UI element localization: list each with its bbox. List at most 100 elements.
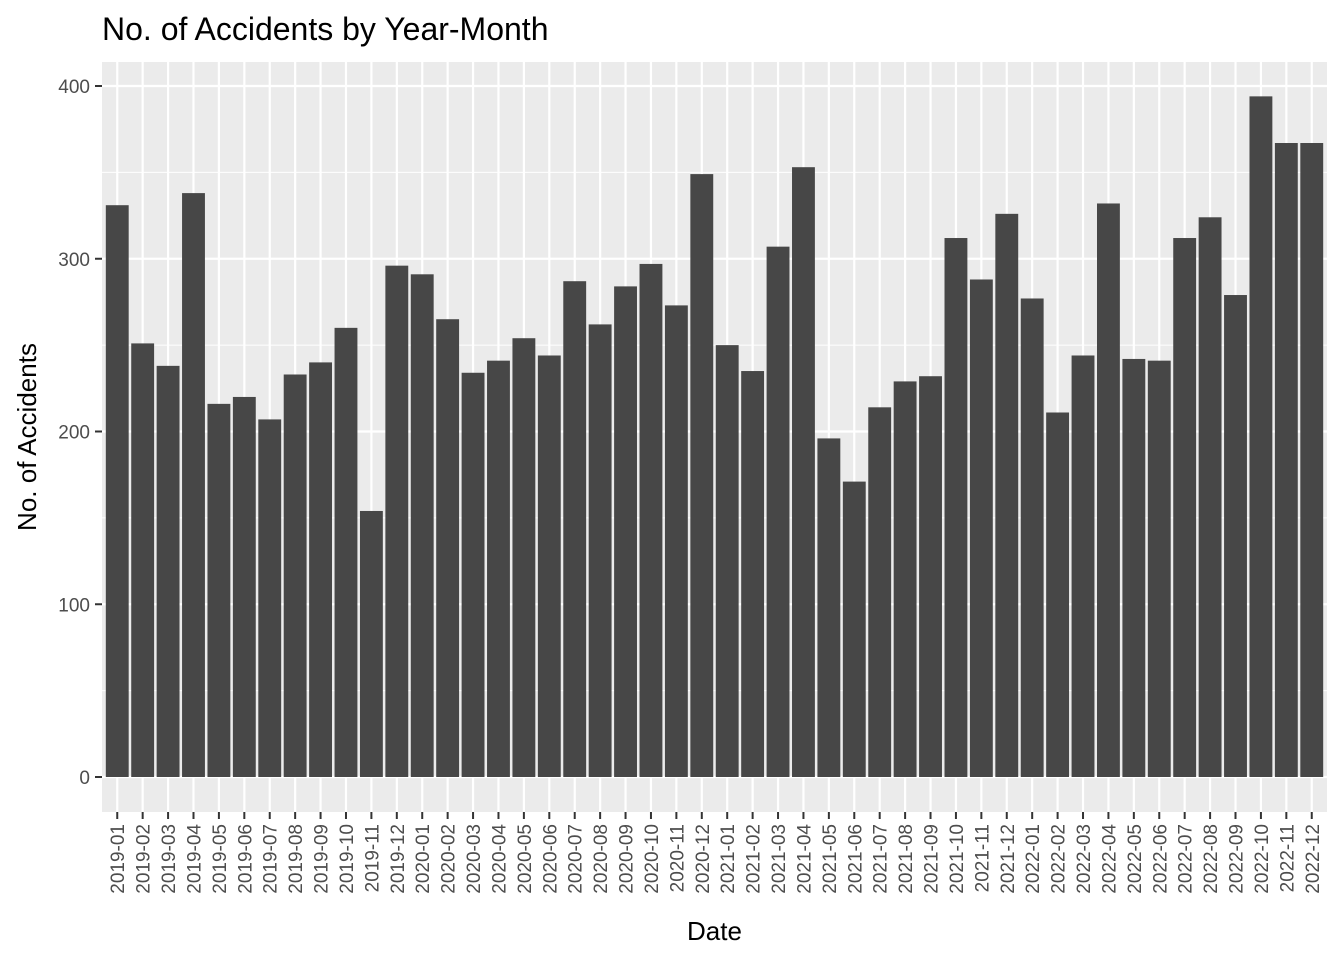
bar-2021-06 — [842, 481, 866, 777]
bar-2019-01 — [105, 205, 129, 777]
bar-2020-06 — [537, 355, 561, 777]
x-tick-label: 2021-01 — [718, 824, 739, 894]
x-tick-label: 2021-06 — [845, 824, 866, 894]
bar-2021-05 — [817, 438, 841, 777]
bar-2020-01 — [410, 274, 434, 777]
bar-2021-10 — [944, 238, 968, 777]
x-tick-label: 2022-05 — [1125, 824, 1146, 894]
x-tick-label: 2022-11 — [1277, 824, 1298, 892]
x-tick-label: 2022-01 — [1023, 824, 1044, 894]
x-axis-title: Date — [687, 916, 742, 946]
bars — [105, 96, 1324, 778]
x-tick-label: 2019-12 — [388, 824, 409, 894]
x-tick-label: 2020-04 — [489, 824, 510, 894]
bar-2022-09 — [1224, 295, 1247, 777]
bar-2021-11 — [969, 279, 993, 777]
y-tick-label: 200 — [58, 423, 90, 444]
x-tick-label: 2019-05 — [210, 824, 231, 894]
x-tick-label: 2022-02 — [1049, 824, 1070, 894]
bar-2019-09 — [309, 362, 333, 777]
x-tick-label: 2021-02 — [744, 824, 765, 894]
x-tick-label: 2020-02 — [439, 824, 460, 894]
bar-2020-11 — [664, 305, 688, 777]
bar-2021-07 — [868, 407, 892, 777]
x-axis: 2019-01 2019-02 2019-03 2019-04 2019-05 2019-… — [108, 812, 1324, 894]
bar-2021-08 — [893, 381, 917, 777]
bar-2019-04 — [182, 193, 205, 778]
bar-2019-08 — [283, 374, 307, 777]
bar-2019-02 — [131, 343, 155, 777]
bar-2019-12 — [385, 265, 409, 777]
y-axis: 0 100 200 300 400 — [58, 77, 102, 789]
bar-2021-12 — [995, 213, 1019, 777]
bar-2021-09 — [919, 376, 942, 777]
bar-2020-09 — [614, 286, 637, 777]
y-tick-label: 400 — [58, 77, 90, 98]
x-tick-label: 2022-12 — [1303, 824, 1324, 894]
x-tick-label: 2019-08 — [286, 824, 307, 894]
bar-2022-05 — [1122, 358, 1146, 777]
x-tick-label: 2022-10 — [1252, 824, 1273, 894]
y-tick-label: 300 — [58, 250, 90, 271]
x-tick-label: 2020-08 — [591, 824, 612, 894]
x-tick-label: 2019-02 — [134, 824, 155, 894]
x-tick-label: 2021-11 — [972, 824, 993, 892]
bar-2020-10 — [639, 263, 663, 777]
chart-title: No. of Accidents by Year-Month — [102, 11, 548, 47]
bar-2022-10 — [1249, 96, 1273, 778]
bar-2022-07 — [1173, 238, 1197, 777]
x-tick-label: 2022-07 — [1176, 824, 1197, 894]
x-tick-label: 2020-05 — [515, 824, 536, 894]
x-tick-label: 2020-07 — [566, 824, 587, 894]
bar-2019-10 — [334, 327, 358, 777]
x-tick-label: 2020-01 — [413, 824, 434, 894]
x-tick-label: 2019-07 — [261, 824, 282, 894]
bar-2022-01 — [1020, 298, 1044, 777]
x-tick-label: 2020-10 — [642, 824, 663, 894]
bar-2020-02 — [436, 319, 460, 777]
bar-2021-01 — [715, 345, 739, 777]
y-axis-title: No. of Accidents — [12, 343, 42, 531]
x-tick-label: 2021-03 — [769, 824, 790, 894]
bar-2021-03 — [766, 246, 790, 778]
x-tick-label: 2020-11 — [667, 824, 688, 892]
y-tick-label: 100 — [58, 595, 90, 616]
bar-2019-11 — [359, 510, 383, 777]
bar-2022-12 — [1300, 143, 1324, 777]
bar-2020-12 — [690, 174, 714, 778]
bar-2022-08 — [1198, 217, 1222, 778]
y-tick-label: 0 — [79, 768, 90, 789]
x-tick-label: 2021-07 — [871, 824, 892, 894]
x-tick-label: 2020-12 — [693, 824, 714, 894]
bar-2019-06 — [232, 396, 256, 777]
x-tick-label: 2021-10 — [947, 824, 968, 894]
x-tick-label: 2019-10 — [337, 824, 358, 894]
x-tick-label: 2021-05 — [820, 824, 841, 894]
x-tick-label: 2022-04 — [1099, 824, 1120, 894]
bar-2022-03 — [1071, 355, 1095, 777]
x-tick-label: 2022-09 — [1227, 824, 1248, 894]
bar-2022-02 — [1046, 412, 1070, 777]
x-tick-label: 2022-03 — [1074, 824, 1095, 894]
x-tick-label: 2021-12 — [998, 824, 1019, 894]
bar-2019-05 — [207, 403, 231, 777]
bar-2020-08 — [588, 324, 612, 777]
x-tick-label: 2021-08 — [896, 824, 917, 894]
x-tick-label: 2019-06 — [235, 824, 256, 894]
x-tick-label: 2019-04 — [184, 824, 205, 894]
bar-2020-05 — [512, 338, 536, 777]
x-tick-label: 2021-04 — [794, 824, 815, 894]
x-tick-label: 2019-01 — [108, 824, 129, 894]
x-tick-label: 2019-03 — [159, 824, 180, 894]
bar-2022-04 — [1096, 203, 1120, 778]
bar-2021-02 — [741, 371, 765, 777]
x-tick-label: 2022-08 — [1201, 824, 1222, 894]
bar-2019-07 — [258, 419, 282, 777]
x-tick-label: 2020-06 — [540, 824, 561, 894]
x-tick-label: 2019-11 — [362, 824, 383, 892]
bar-2020-04 — [487, 360, 510, 777]
x-tick-label: 2021-09 — [922, 824, 943, 894]
x-tick-label: 2020-03 — [464, 824, 485, 894]
bar-2019-03 — [156, 365, 180, 777]
